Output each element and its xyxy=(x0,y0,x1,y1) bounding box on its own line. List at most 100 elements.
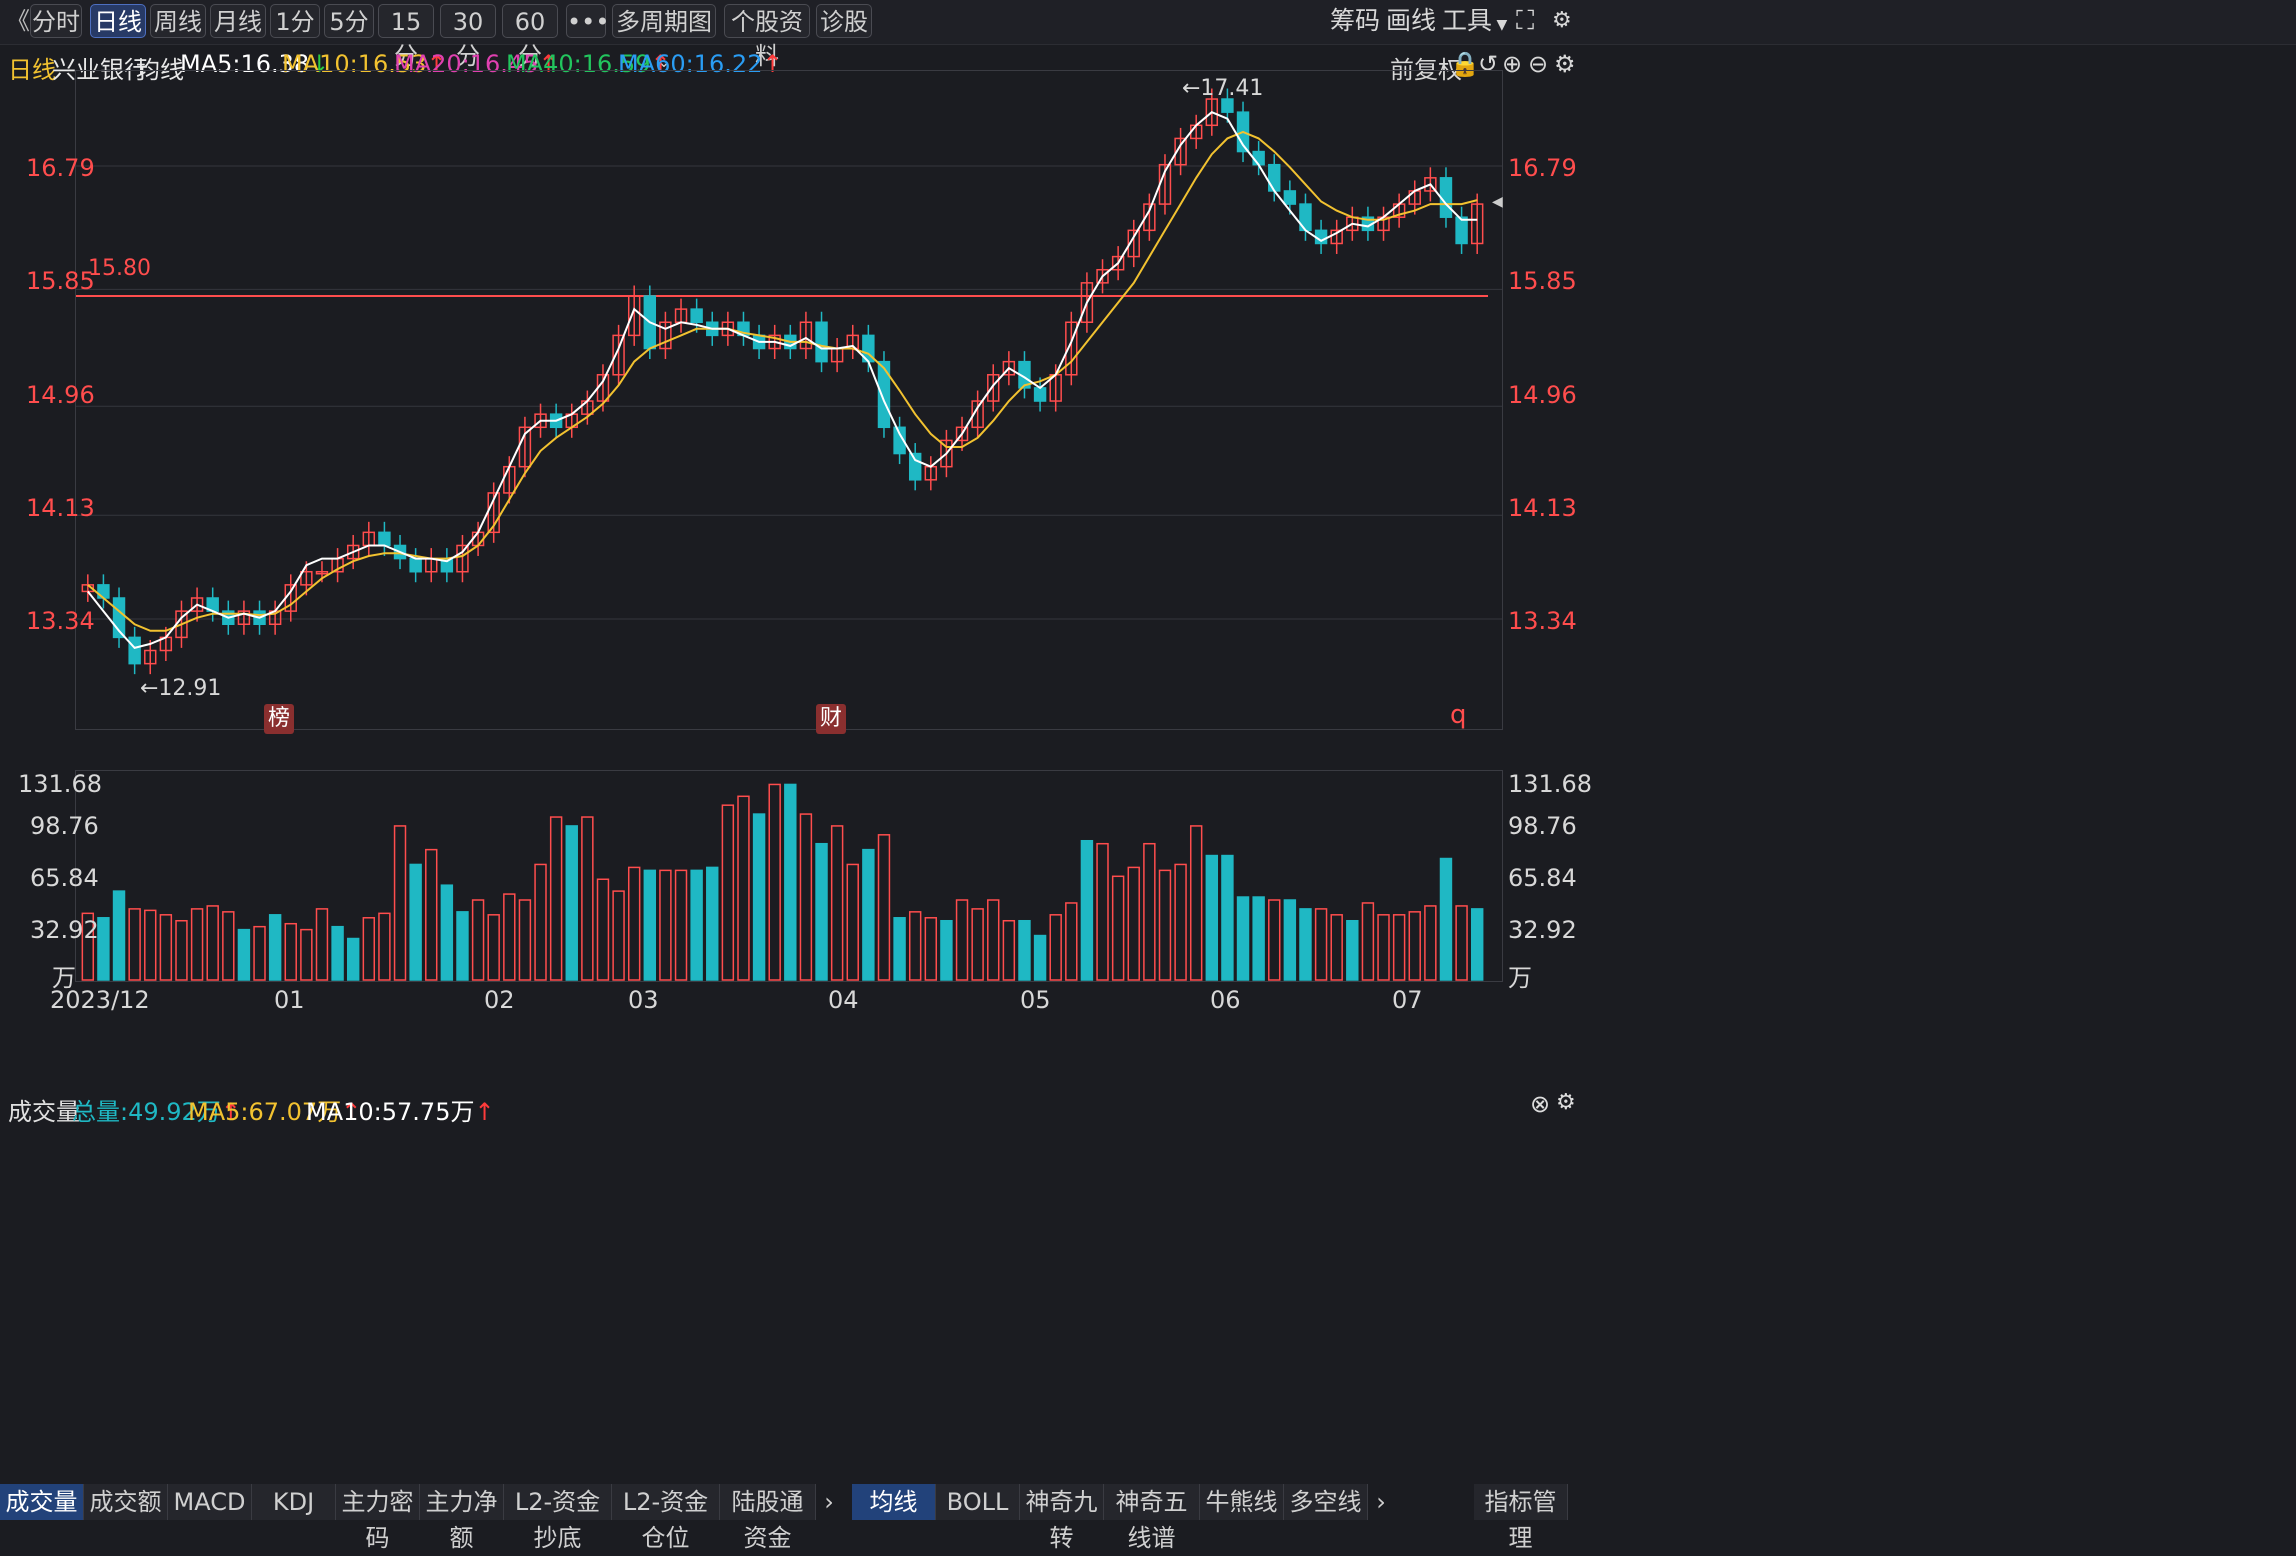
tab-macd[interactable]: MACD xyxy=(168,1484,252,1520)
volume-bar xyxy=(440,884,454,981)
volume-bar xyxy=(737,795,750,981)
tab-l2-bottom-fishing[interactable]: L2-资金抄底 xyxy=(504,1484,612,1552)
volume-bar xyxy=(97,917,110,981)
price-tick-right: 14.96 xyxy=(1508,381,1577,409)
volume-bar xyxy=(1080,839,1094,981)
tab-1min[interactable]: 1分 xyxy=(270,4,320,38)
volume-ma10: MA10:57.75万↑ xyxy=(306,1098,495,1126)
draw-button[interactable]: 画线 xyxy=(1386,6,1437,35)
volume-tick-right: 131.68 xyxy=(1508,770,1592,798)
volume-bar xyxy=(1018,919,1031,981)
candle xyxy=(690,308,703,324)
tab-main-force-code[interactable]: 主力密码 xyxy=(336,1484,420,1552)
back-icon[interactable]: 《 xyxy=(6,7,30,35)
volume-bar xyxy=(940,919,953,981)
chips-button[interactable]: 筹码 xyxy=(1330,6,1381,35)
tab-monthly[interactable]: 月线 xyxy=(210,4,266,38)
rank-marker[interactable]: 榜 xyxy=(264,704,294,734)
indicator-manage-button[interactable]: 指标管理 xyxy=(1474,1484,1568,1552)
tab-daily[interactable]: 日线 xyxy=(90,4,146,38)
volume-bar xyxy=(1361,902,1375,981)
volume-bar xyxy=(1221,854,1234,981)
volume-panel[interactable] xyxy=(75,770,1503,982)
price-panel[interactable] xyxy=(75,70,1503,730)
finance-marker[interactable]: 财 xyxy=(816,704,846,734)
volume-bar xyxy=(175,919,188,981)
tab-bull-bear[interactable]: 牛熊线 xyxy=(1200,1484,1284,1520)
tab-kdj[interactable]: KDJ xyxy=(252,1484,336,1520)
volume-bar xyxy=(690,869,703,981)
volume-bar xyxy=(1455,905,1468,981)
tab-15min[interactable]: 15分 xyxy=(378,4,434,70)
volume-bar xyxy=(877,834,891,981)
price-tick-left: 15.85 xyxy=(26,267,95,295)
chevron-right-icon[interactable]: › xyxy=(1368,1484,1394,1520)
volume-bar xyxy=(331,925,344,981)
volume-tick-left: 98.76 xyxy=(30,812,99,840)
tab-volume[interactable]: 成交量 xyxy=(0,1484,84,1520)
price-tick-left: 13.34 xyxy=(26,607,95,635)
date-tick: 2023/12 xyxy=(50,986,150,1014)
volume-bar xyxy=(159,914,173,981)
tab-l2-position[interactable]: L2-资金仓位 xyxy=(612,1484,720,1552)
zoom-in-icon[interactable]: ⊕ xyxy=(1502,50,1523,78)
volume-bar xyxy=(362,917,376,981)
tab-northbound[interactable]: 陆股通资金 xyxy=(720,1484,816,1552)
chart-settings-icon[interactable]: ⚙ xyxy=(1554,50,1576,78)
fullscreen-icon[interactable]: ⛶ xyxy=(1516,6,1535,36)
price-tick-left: 16.79 xyxy=(26,154,95,182)
volume-bar xyxy=(503,893,516,981)
q-marker[interactable]: q xyxy=(1450,700,1467,730)
tab-ma[interactable]: 均线 xyxy=(852,1484,936,1520)
volume-bar xyxy=(268,914,282,981)
volume-bar xyxy=(752,813,766,981)
chart-type-label: 日线 xyxy=(8,56,56,84)
candle xyxy=(1080,282,1094,324)
settings-icon[interactable]: ⚙ xyxy=(1552,8,1572,33)
tab-long-short[interactable]: 多空线 xyxy=(1284,1484,1368,1520)
candle xyxy=(908,452,922,481)
zoom-out-icon[interactable]: ⊖ xyxy=(1528,50,1549,78)
candle xyxy=(1111,255,1125,271)
candle xyxy=(237,610,251,626)
tab-5min[interactable]: 5分 xyxy=(324,4,374,38)
volume-tick-left: 32.92 xyxy=(30,916,99,944)
tab-turnover[interactable]: 成交额 xyxy=(84,1484,168,1520)
candle xyxy=(1470,203,1484,245)
volume-bar xyxy=(1252,896,1265,981)
panel-settings-icon[interactable]: ⚙ xyxy=(1556,1090,1576,1115)
volume-tick-right: 65.84 xyxy=(1508,864,1577,892)
volume-bar xyxy=(284,922,297,981)
volume-bar xyxy=(1049,914,1062,981)
stock-info-button[interactable]: 个股资料 xyxy=(724,4,810,70)
tab-magic-nine[interactable]: 神奇九转 xyxy=(1020,1484,1104,1552)
multi-period-button[interactable]: 多周期图 ⌄ xyxy=(612,4,716,71)
volume-bar xyxy=(815,842,828,981)
close-panel-icon[interactable]: ⊗ xyxy=(1530,1090,1551,1118)
tab-60min[interactable]: 60分 xyxy=(502,4,558,70)
tab-30min[interactable]: 30分 xyxy=(440,4,496,70)
volume-bar xyxy=(518,899,532,981)
candle xyxy=(987,374,1000,402)
price-tick-left: 14.13 xyxy=(26,494,95,522)
tools-label: 工具 xyxy=(1442,6,1493,35)
undo-icon[interactable]: ↺ xyxy=(1478,50,1499,78)
tab-boll[interactable]: BOLL xyxy=(936,1484,1020,1520)
candle xyxy=(971,400,984,429)
tab-magic-five[interactable]: 神奇五线谱 xyxy=(1104,1484,1200,1552)
candle xyxy=(1455,216,1468,245)
candle xyxy=(112,597,126,639)
tab-weekly[interactable]: 周线 xyxy=(150,4,206,38)
candle xyxy=(877,360,891,429)
candle xyxy=(612,334,625,376)
more-button[interactable]: ••• xyxy=(566,4,609,38)
tab-main-force-net[interactable]: 主力净额 xyxy=(420,1484,504,1552)
chevron-right-icon[interactable]: › xyxy=(816,1484,842,1520)
volume-bar xyxy=(1189,825,1203,981)
date-tick: 05 xyxy=(1020,986,1051,1014)
tab-intraday[interactable]: 分时 xyxy=(30,4,82,38)
lock-icon[interactable]: 🔒 xyxy=(1450,50,1480,78)
volume-bar xyxy=(346,937,360,981)
tools-button[interactable]: 工具 ▼ xyxy=(1442,4,1507,38)
diagnose-button[interactable]: 诊股 xyxy=(816,4,872,38)
